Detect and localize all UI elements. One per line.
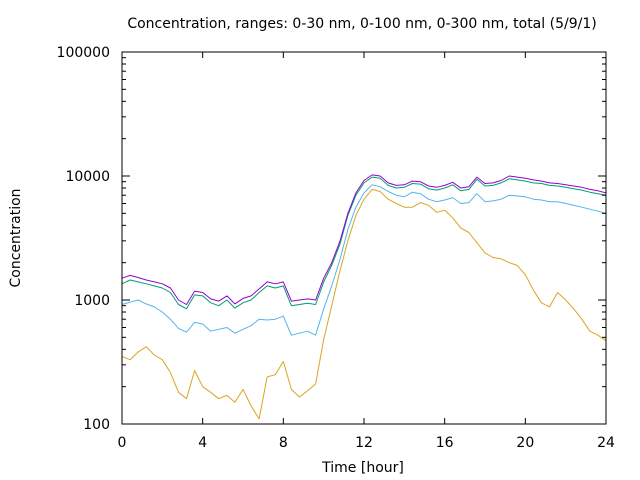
series-line-2 xyxy=(121,184,607,336)
series-line-4 xyxy=(121,174,607,305)
y-axis-label: Concentration xyxy=(8,188,24,287)
y-tick-label: 10000 xyxy=(65,169,110,185)
y-tick-label: 100000 xyxy=(57,45,110,61)
y-tick-label: 1000 xyxy=(74,293,110,309)
x-tick-label: 0 xyxy=(118,435,127,451)
x-axis-label: Time [hour] xyxy=(321,460,404,476)
plot-frame xyxy=(121,51,607,425)
axis-ticks: 0 4 8 12 16 20 24 100 1000 10000 100000 xyxy=(57,45,615,451)
x-tick-label: 16 xyxy=(436,435,454,451)
series-line-3 xyxy=(121,176,607,310)
x-tick-label: 4 xyxy=(198,435,207,451)
x-tick-label: 12 xyxy=(355,435,373,451)
series-group xyxy=(121,174,607,420)
x-tick-label: 24 xyxy=(597,435,615,451)
x-tick-label: 20 xyxy=(516,435,534,451)
chart-title: Concentration, ranges: 0-30 nm, 0-100 nm… xyxy=(127,16,596,32)
y-tick-label: 100 xyxy=(83,417,110,433)
series-line-1 xyxy=(121,188,607,420)
x-tick-label: 8 xyxy=(279,435,288,451)
